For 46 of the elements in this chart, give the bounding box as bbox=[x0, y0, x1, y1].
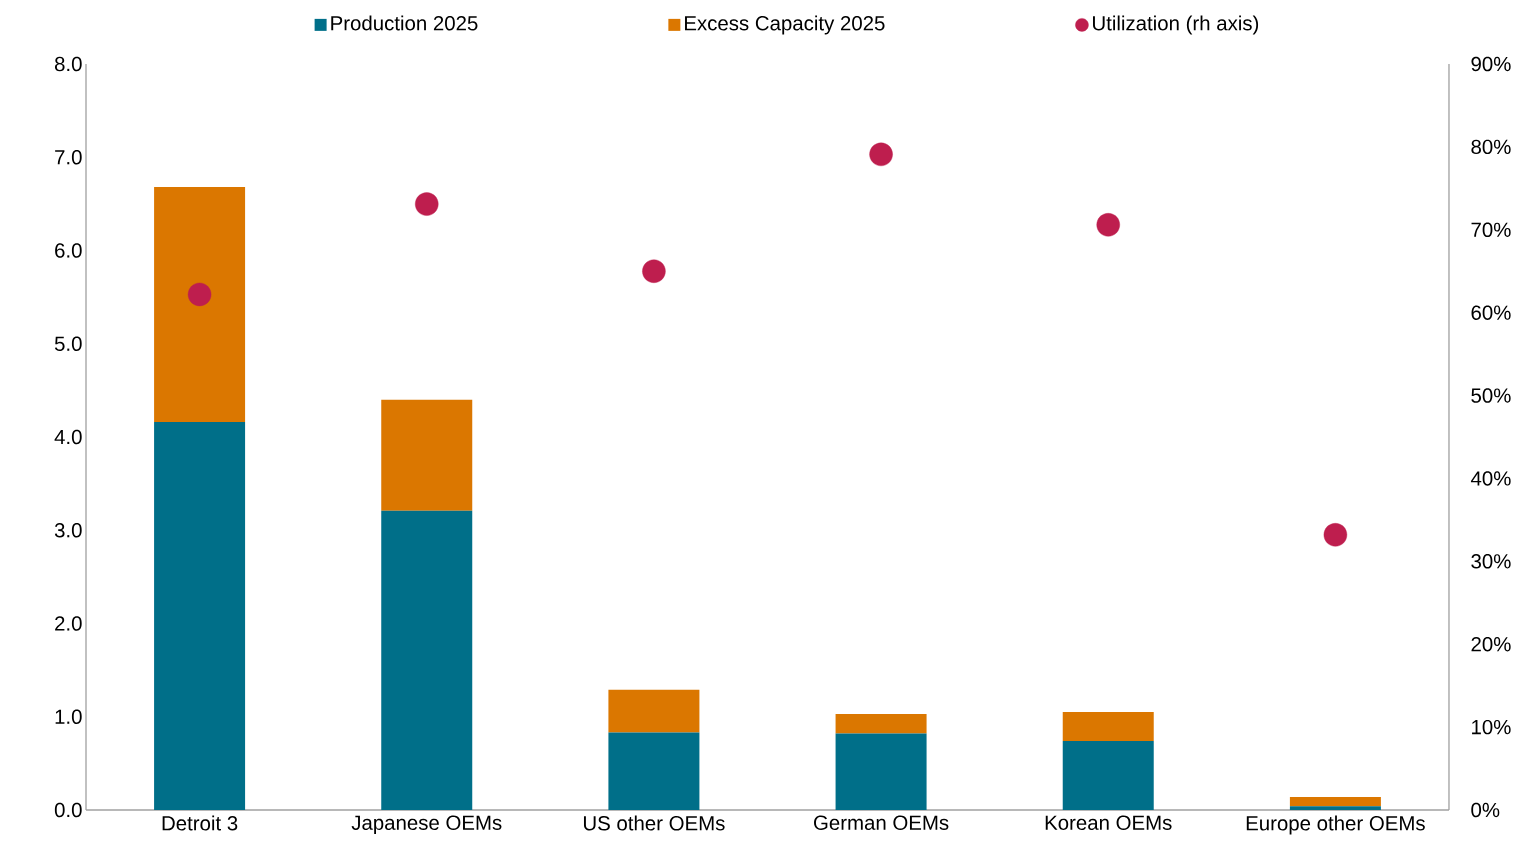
bar bbox=[835, 713, 927, 734]
y2-tick-label: 50% bbox=[1471, 388, 1511, 403]
y2-tick-label: 40% bbox=[1470, 471, 1511, 486]
x-tick-label: Japanese OEMs bbox=[351, 815, 502, 835]
y-tick-label: 2.0 bbox=[55, 616, 82, 631]
y2-tick-label: 20% bbox=[1471, 636, 1511, 652]
bar bbox=[381, 399, 473, 511]
bar bbox=[1062, 740, 1154, 810]
x-tick-label: Europe other OEMs bbox=[1246, 815, 1425, 835]
y-tick-label: 6.0 bbox=[55, 243, 82, 258]
y2-tick-label: 70% bbox=[1471, 222, 1511, 238]
y-tick-label: 1.0 bbox=[55, 709, 82, 724]
bar bbox=[608, 732, 700, 810]
point bbox=[1323, 523, 1348, 547]
point bbox=[415, 192, 439, 216]
y2-tick-label: 10% bbox=[1472, 719, 1511, 735]
y-tick-label: 8.0 bbox=[54, 56, 82, 72]
y2-tick-label: 30% bbox=[1471, 554, 1511, 569]
bar bbox=[154, 187, 246, 423]
bar bbox=[835, 733, 927, 810]
x-tick-label: US other OEMs bbox=[583, 815, 725, 831]
x-tick-label: Korean OEMs bbox=[1045, 815, 1172, 830]
bar bbox=[1289, 796, 1381, 807]
legend-label: Production 2025 bbox=[331, 15, 478, 31]
y2-tick-label: 0% bbox=[1471, 802, 1500, 818]
y2-tick-label: 60% bbox=[1471, 305, 1511, 320]
y-tick-label: 4.0 bbox=[54, 429, 82, 445]
bar bbox=[381, 510, 473, 810]
bar bbox=[1062, 712, 1154, 741]
y2-tick-label: 90% bbox=[1471, 56, 1511, 72]
legend-label: Excess Capacity 2025 bbox=[685, 15, 885, 35]
bar bbox=[608, 689, 700, 733]
y-tick-label: 7.0 bbox=[55, 150, 82, 165]
x-tick-label: German OEMs bbox=[814, 815, 949, 830]
x-tick-label: Detroit 3 bbox=[162, 815, 238, 831]
y-tick-label: 5.0 bbox=[54, 336, 82, 351]
y-tick-label: 0.0 bbox=[54, 802, 82, 818]
y2-tick-label: 80% bbox=[1471, 139, 1511, 155]
point bbox=[869, 142, 893, 167]
bar bbox=[1289, 806, 1381, 810]
y-tick-label: 3.0 bbox=[54, 523, 82, 538]
point bbox=[1096, 213, 1120, 237]
bar bbox=[154, 422, 246, 810]
point bbox=[187, 282, 212, 307]
point bbox=[642, 259, 666, 283]
legend-label: Utilization (rh axis) bbox=[1093, 15, 1259, 35]
